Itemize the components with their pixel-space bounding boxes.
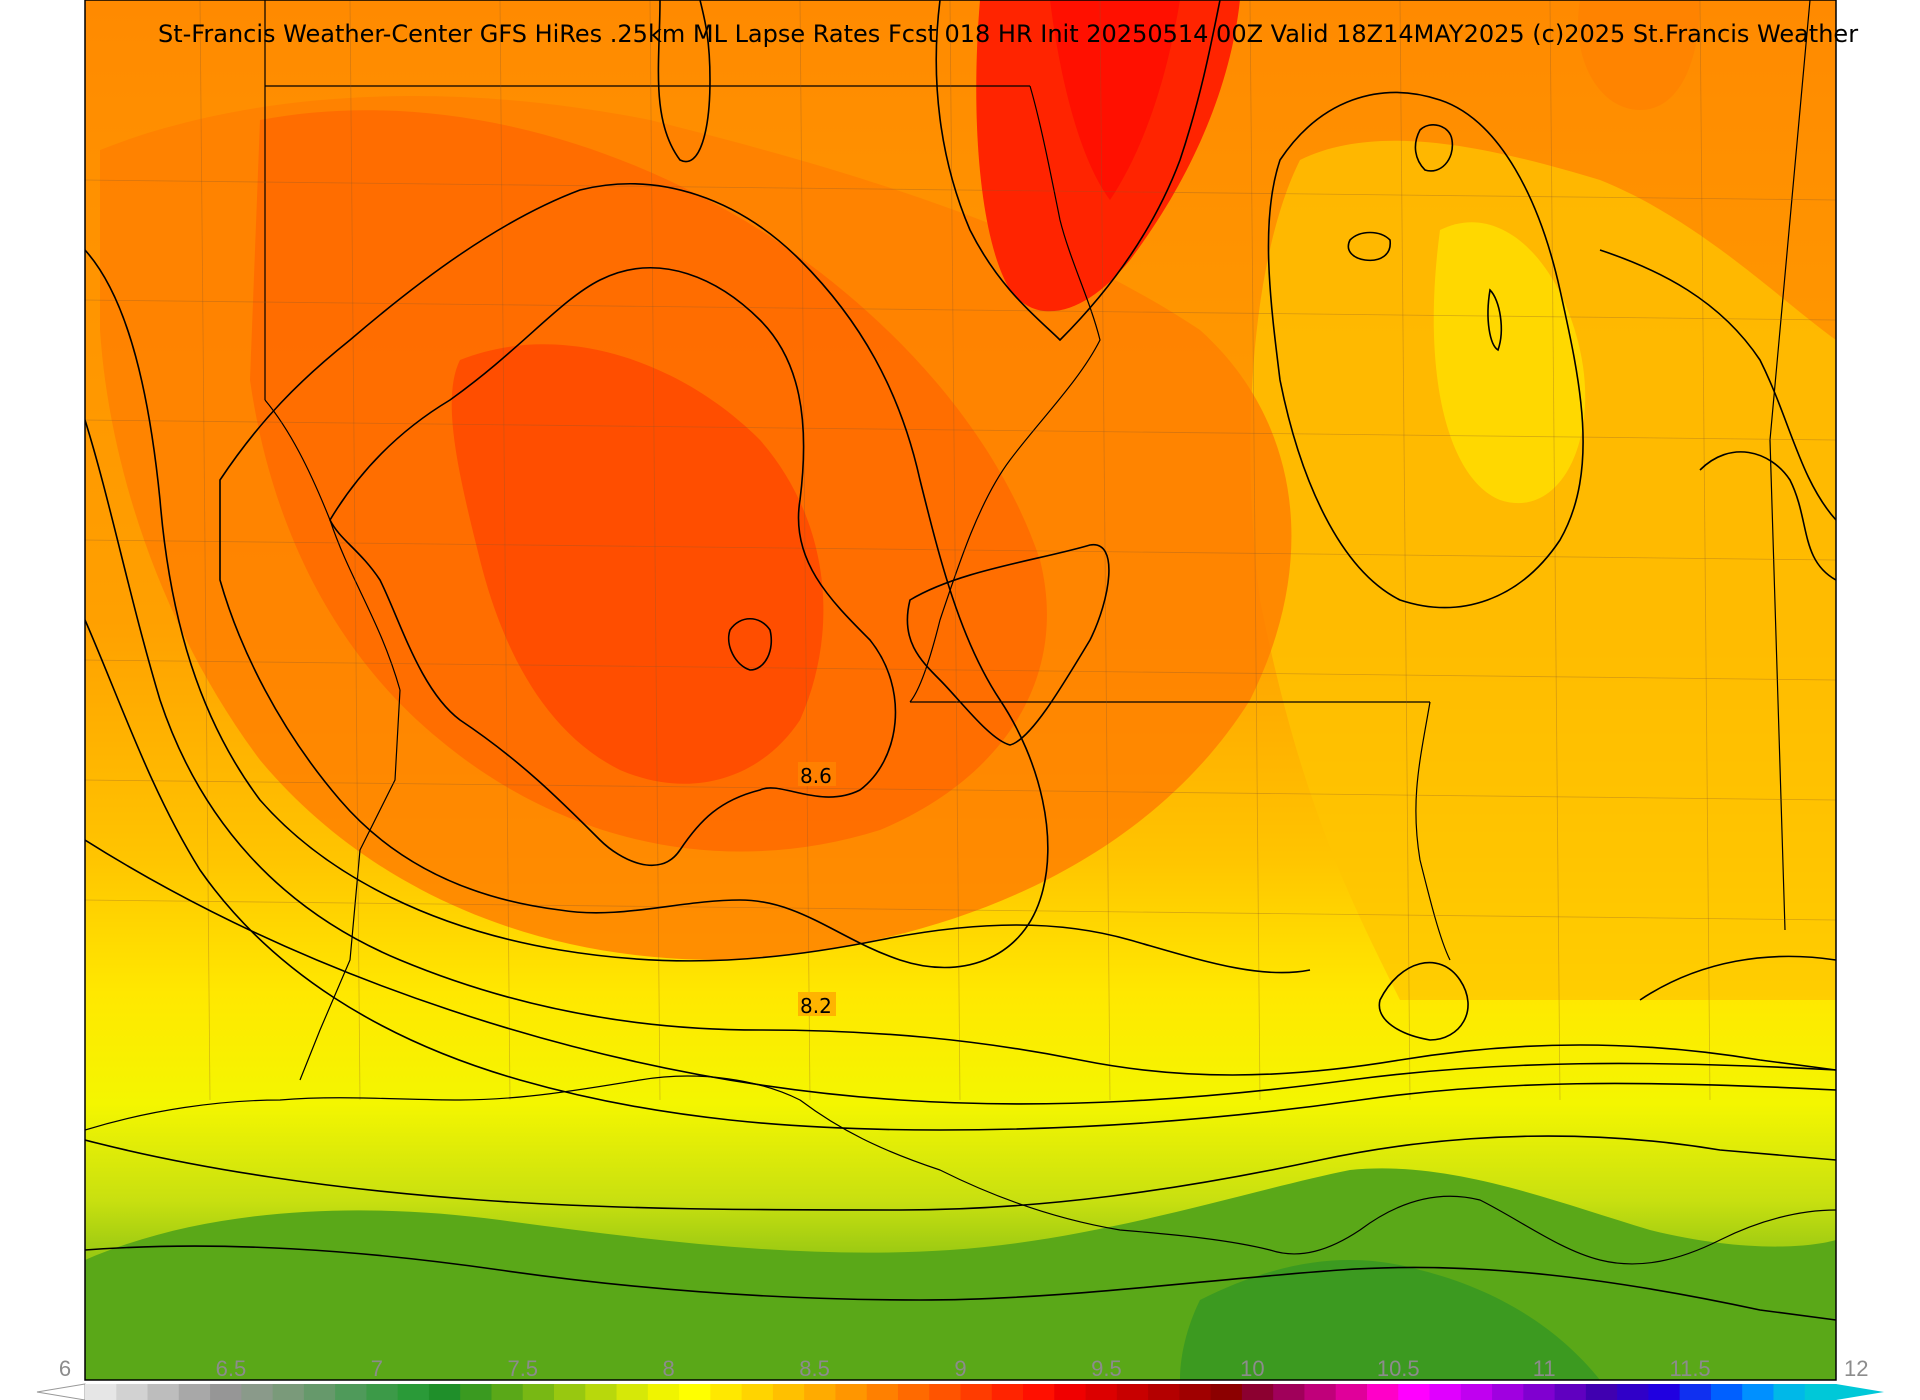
colorbar-swatch: [116, 1384, 149, 1400]
colorbar-swatch: [210, 1384, 242, 1400]
colorbar-swatch: [991, 1384, 1024, 1400]
southern-dark-green: [1180, 1260, 1600, 1380]
colorbar-swatch: [866, 1384, 899, 1400]
colorbar-swatch: [178, 1384, 211, 1400]
colorbar-swatch: [1617, 1384, 1649, 1400]
colorbar-tick-label: 7: [371, 1356, 383, 1381]
colorbar-swatch: [1179, 1384, 1212, 1400]
colorbar-swatch: [1148, 1384, 1180, 1400]
colorbar-swatch: [1710, 1384, 1743, 1400]
colorbar-swatch: [1273, 1384, 1305, 1400]
ne-orange-blob: [1578, 0, 1700, 110]
colorbar-swatch: [1648, 1384, 1681, 1400]
colorbar-swatch: [1773, 1384, 1806, 1400]
colorbar-tick-label: 11: [1533, 1356, 1556, 1381]
colorbar-swatch: [897, 1384, 930, 1400]
colorbar-swatch: [397, 1384, 430, 1400]
colorbar-swatch: [1335, 1384, 1368, 1400]
colorbar-swatch: [1585, 1384, 1618, 1400]
colorbar-swatch: [1398, 1384, 1431, 1400]
colorbar-tick-label: 11.5: [1669, 1356, 1710, 1381]
colorbar-ticks: 6 6.5 7 7.5 8 8.5 9 9.5 10 10.5 11 11.5 12: [59, 1356, 1869, 1381]
colorbar-swatch: [741, 1384, 774, 1400]
map-border: [84, 0, 1837, 1381]
east-yellow-region: [1250, 140, 1836, 1001]
colorbar-tick-label: 10: [1240, 1356, 1264, 1381]
colorbar-swatch: [710, 1384, 743, 1400]
colorbar-tick-label: 9: [954, 1356, 966, 1381]
contour-label-8-2: 8.2: [800, 994, 832, 1018]
colorbar-tick-label: 12: [1844, 1356, 1868, 1381]
lapse-rate-contours: [85, 0, 1836, 1321]
colorbar-swatch: [1523, 1384, 1556, 1400]
colorbar-swatch: [585, 1384, 618, 1400]
colorbar-swatch: [1210, 1384, 1243, 1400]
colorbar-swatch: [960, 1384, 993, 1400]
colorbar-swatch: [1085, 1384, 1118, 1400]
colorbar-tick-label: 8.5: [799, 1356, 830, 1381]
colorbar-swatch: [1116, 1384, 1149, 1400]
colorbar-swatch: [1241, 1384, 1274, 1400]
colorbar-swatch: [929, 1384, 961, 1400]
colorbar-swatch: [303, 1384, 336, 1400]
colorbar-tick-label: 10.5: [1377, 1356, 1420, 1381]
colorbar-swatch: [335, 1384, 367, 1400]
colorbar-swatch: [1366, 1384, 1399, 1400]
colorbar-tick-label: 6.5: [216, 1356, 247, 1381]
colorbar-tick-label: 8: [663, 1356, 675, 1381]
colorbar-tick-label: 9.5: [1091, 1356, 1122, 1381]
colorbar-swatch: [1429, 1384, 1462, 1400]
colorbar-tick-label: 7.5: [507, 1356, 538, 1381]
colorbar: [36, 1383, 1884, 1400]
colorbar-swatch: [554, 1384, 586, 1400]
colorbar-swatch: [1554, 1384, 1587, 1400]
colorbar-swatch: [85, 1384, 117, 1400]
contour-label-8-6: 8.6: [800, 764, 832, 788]
north-red-core: [1050, 0, 1180, 200]
colorbar-swatch: [1679, 1384, 1712, 1400]
colorbar-swatch: [616, 1384, 649, 1400]
colorbar-low-arrow: [36, 1383, 86, 1400]
colorbar-swatch: [147, 1384, 180, 1400]
colorbar-swatch: [366, 1384, 399, 1400]
colorbar-swatch: [647, 1384, 680, 1400]
colorbar-swatch: [1742, 1384, 1774, 1400]
colorbar-swatch: [835, 1384, 868, 1400]
state-borders: [264, 0, 1811, 1081]
colorbar-swatch: [241, 1384, 274, 1400]
colorbar-swatch: [679, 1384, 711, 1400]
colorbar-swatch: [428, 1384, 461, 1400]
colorbar-swatch: [772, 1384, 805, 1400]
colorbar-swatch: [1023, 1384, 1055, 1400]
colorbar-swatch: [1460, 1384, 1493, 1400]
colorbar-swatch: [1804, 1384, 1837, 1400]
colorbar-swatch: [522, 1384, 555, 1400]
colorbar-swatch: [272, 1384, 305, 1400]
colorbar-swatch: [1492, 1384, 1524, 1400]
map-title: St-Francis Weather-Center GFS HiRes .25k…: [158, 20, 1858, 48]
colorbar-swatch: [1304, 1384, 1337, 1400]
colorbar-swatch: [1054, 1384, 1087, 1400]
colorbar-tick-label: 6: [59, 1356, 71, 1381]
east-light-yellow: [1433, 222, 1586, 504]
colorbar-swatch: [491, 1384, 524, 1400]
core-red-orange: [451, 344, 824, 784]
gulf-coastline: [85, 1075, 1836, 1265]
map-field: [85, 0, 1836, 1380]
colorbar-swatch: [804, 1384, 836, 1400]
colorbar-high-arrow: [1836, 1384, 1884, 1400]
colorbar-swatch: [460, 1384, 492, 1400]
